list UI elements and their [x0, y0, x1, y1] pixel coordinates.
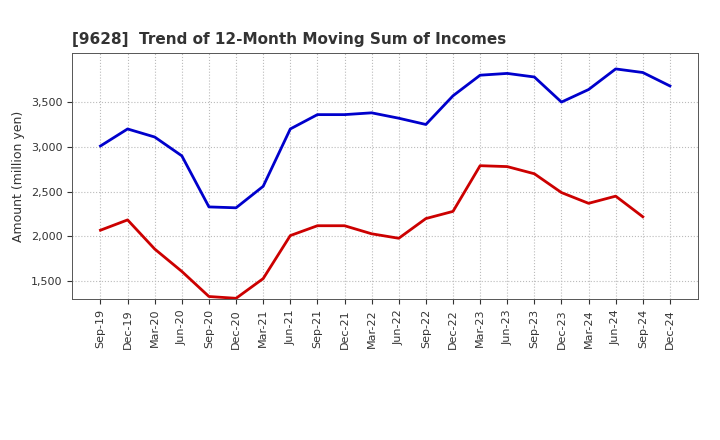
Ordinary Income: [611, 66, 620, 72]
Ordinary Income: [503, 71, 511, 76]
Ordinary Income: [449, 93, 457, 99]
Ordinary Income: [421, 122, 430, 127]
Ordinary Income: [204, 204, 213, 209]
Net Income: [178, 269, 186, 274]
Net Income: [421, 216, 430, 221]
Net Income: [476, 163, 485, 169]
Ordinary Income: [178, 153, 186, 158]
Ordinary Income: [476, 73, 485, 78]
Ordinary Income: [259, 183, 268, 189]
Line: Net Income: Net Income: [101, 166, 643, 298]
Net Income: [503, 164, 511, 169]
Net Income: [639, 214, 647, 220]
Ordinary Income: [395, 116, 403, 121]
Net Income: [96, 227, 105, 233]
Net Income: [123, 217, 132, 223]
Y-axis label: Amount (million yen): Amount (million yen): [12, 110, 25, 242]
Ordinary Income: [313, 112, 322, 117]
Ordinary Income: [150, 134, 159, 139]
Ordinary Income: [557, 99, 566, 105]
Ordinary Income: [341, 112, 349, 117]
Ordinary Income: [367, 110, 376, 115]
Text: [9628]  Trend of 12-Month Moving Sum of Incomes: [9628] Trend of 12-Month Moving Sum of I…: [72, 33, 506, 48]
Ordinary Income: [530, 74, 539, 80]
Net Income: [259, 276, 268, 281]
Net Income: [204, 294, 213, 299]
Ordinary Income: [232, 205, 240, 210]
Net Income: [232, 296, 240, 301]
Net Income: [449, 209, 457, 214]
Net Income: [584, 201, 593, 206]
Net Income: [557, 190, 566, 195]
Ordinary Income: [639, 70, 647, 75]
Net Income: [367, 231, 376, 236]
Ordinary Income: [665, 83, 674, 88]
Net Income: [395, 236, 403, 241]
Net Income: [530, 171, 539, 176]
Ordinary Income: [96, 143, 105, 149]
Net Income: [286, 233, 294, 238]
Line: Ordinary Income: Ordinary Income: [101, 69, 670, 208]
Ordinary Income: [286, 126, 294, 132]
Net Income: [150, 246, 159, 252]
Net Income: [313, 223, 322, 228]
Net Income: [341, 223, 349, 228]
Ordinary Income: [123, 126, 132, 132]
Ordinary Income: [584, 87, 593, 92]
Net Income: [611, 194, 620, 199]
